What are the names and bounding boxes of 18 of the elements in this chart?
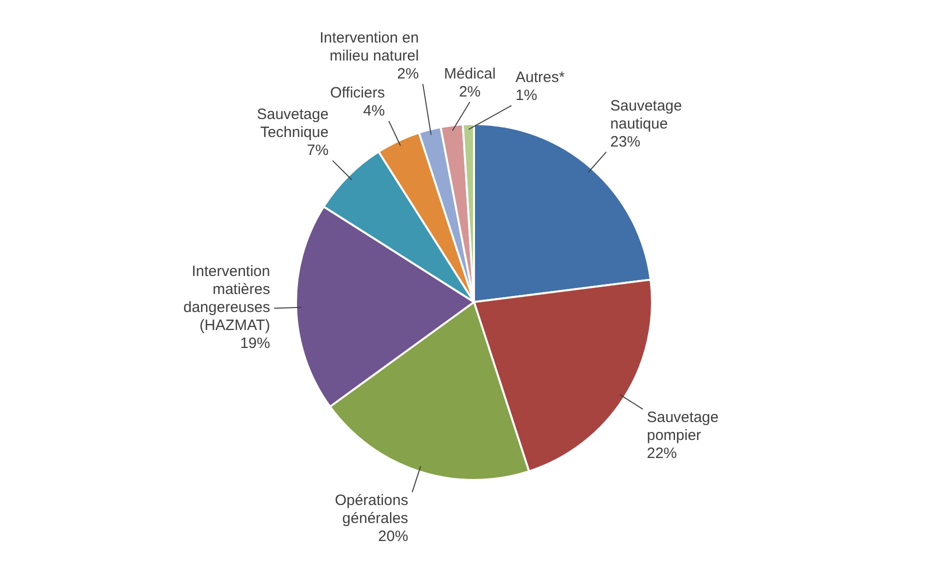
data-label: 1% <box>515 87 538 104</box>
data-label: 19% <box>240 334 270 352</box>
data-label: 2% <box>397 66 419 83</box>
data-label: 7% <box>306 142 329 160</box>
slice-label: Officiers <box>330 84 385 102</box>
slice-label: Intervention en milieu naturel <box>320 30 419 65</box>
data-label: 2% <box>458 84 481 101</box>
data-label: 20% <box>378 528 408 545</box>
slice-label: Sauvetage nautique <box>610 98 682 133</box>
slice-label: Intervention matières dangereuses (HAZMAT) <box>183 262 270 334</box>
slice-label: Sauvetage Technique <box>256 106 329 142</box>
data-label: 23% <box>610 134 640 151</box>
data-label: 4% <box>363 102 385 120</box>
slice-label: Médical <box>444 66 496 83</box>
slice-label: Autres* <box>515 69 565 86</box>
slice-label: Opérations générales <box>334 492 408 527</box>
data-label: 22% <box>646 444 677 462</box>
slice-label: Sauvetage pompier <box>646 408 719 444</box>
